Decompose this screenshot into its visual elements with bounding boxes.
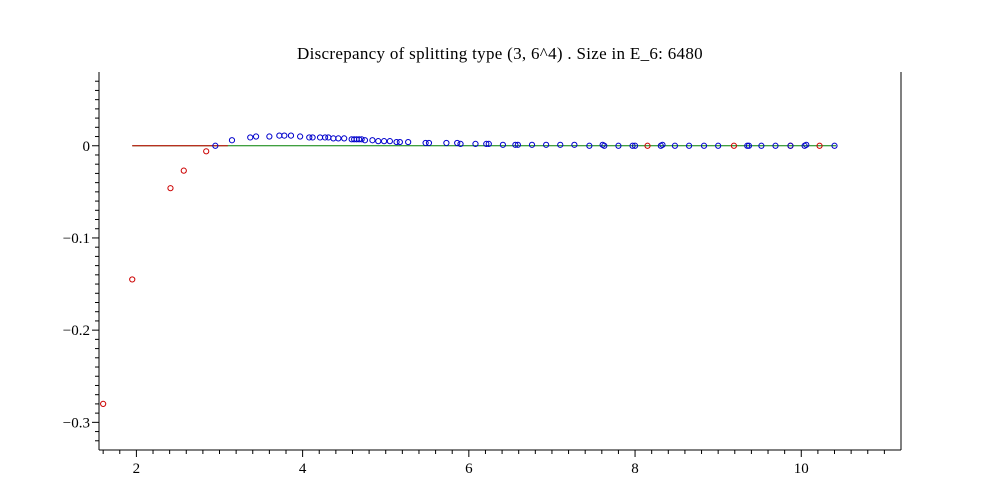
blue-data-point xyxy=(316,134,324,141)
red-data-point xyxy=(203,148,210,155)
y-tick-label: −0.1 xyxy=(63,231,90,247)
x-tick-label: 10 xyxy=(794,461,809,477)
blue-data-point xyxy=(557,141,564,148)
blue-data-point xyxy=(386,138,393,145)
blue-data-point xyxy=(330,135,337,142)
blue-data-point xyxy=(306,134,313,141)
red-data-point xyxy=(180,167,187,174)
x-tick-label: 6 xyxy=(465,461,473,477)
y-tick-label: −0.3 xyxy=(63,415,90,431)
x-tick-label: 8 xyxy=(631,461,639,477)
red-data-point xyxy=(644,142,651,149)
blue-data-point xyxy=(685,142,693,149)
axes xyxy=(92,72,902,457)
x-tick-label: 2 xyxy=(133,461,141,477)
blue-data-point xyxy=(325,134,332,141)
blue-data-point xyxy=(803,141,810,148)
blue-data-point xyxy=(671,142,679,149)
blue-data-point xyxy=(393,138,400,146)
blue-data-point xyxy=(228,137,236,144)
blue-data-point xyxy=(499,141,507,148)
blue-data-point xyxy=(443,139,450,147)
red-data-point xyxy=(129,276,136,283)
blue-data-point xyxy=(758,142,765,149)
blue-data-point xyxy=(454,139,461,147)
blue-data-point xyxy=(287,132,295,139)
blue-data-point xyxy=(472,140,479,148)
blue-data-point xyxy=(512,141,519,148)
y-tick-label: −0.2 xyxy=(63,323,90,339)
blue-data-point xyxy=(601,142,608,149)
blue-data-point xyxy=(715,142,722,149)
blue-data-point xyxy=(396,138,403,146)
red-data-point xyxy=(816,142,823,149)
data-points xyxy=(100,132,838,408)
blue-data-point xyxy=(831,142,838,149)
blue-data-point xyxy=(615,142,622,149)
blue-data-point xyxy=(425,139,433,147)
blue-data-point xyxy=(252,133,260,140)
blue-data-point xyxy=(341,135,348,142)
blue-data-point xyxy=(335,135,342,142)
blue-data-point xyxy=(358,136,365,143)
blue-data-point xyxy=(405,138,412,146)
blue-data-point xyxy=(276,132,283,139)
red-data-point xyxy=(167,185,174,192)
blue-data-point xyxy=(586,142,593,149)
blue-data-point xyxy=(297,133,304,140)
blue-data-point xyxy=(631,142,639,149)
blue-data-point xyxy=(745,142,753,149)
blue-data-point xyxy=(457,140,464,148)
blue-data-point xyxy=(659,141,666,148)
red-data-point xyxy=(730,142,738,149)
blue-data-point xyxy=(212,142,219,149)
blue-data-point xyxy=(571,141,578,148)
chart-title: Discrepancy of splitting type (3, 6^4) .… xyxy=(297,44,703,63)
blue-data-point xyxy=(528,141,536,148)
blue-data-point xyxy=(266,133,273,140)
x-tick-label: 4 xyxy=(299,461,307,477)
blue-data-point xyxy=(543,141,550,148)
blue-data-point xyxy=(485,140,492,148)
blue-data-point xyxy=(321,134,329,141)
tick-labels: 2 4 6 8 10 0 −0.1 −0.2 −0.3 xyxy=(63,139,809,477)
blue-data-point xyxy=(369,137,376,144)
blue-data-point xyxy=(422,139,429,147)
y-tick-label: 0 xyxy=(83,139,91,155)
blue-data-point xyxy=(700,142,708,149)
blue-data-point xyxy=(375,138,382,145)
blue-data-point xyxy=(483,140,490,148)
blue-data-point xyxy=(380,138,388,145)
blue-data-point xyxy=(361,137,369,144)
blue-data-point xyxy=(356,136,363,143)
blue-data-point xyxy=(309,134,316,141)
blue-data-point xyxy=(514,141,521,148)
blue-data-point xyxy=(281,132,288,139)
red-data-point xyxy=(100,400,107,408)
blue-data-point xyxy=(787,142,794,149)
blue-data-point xyxy=(772,142,779,149)
blue-data-point xyxy=(247,134,254,141)
blue-data-point xyxy=(629,142,636,149)
